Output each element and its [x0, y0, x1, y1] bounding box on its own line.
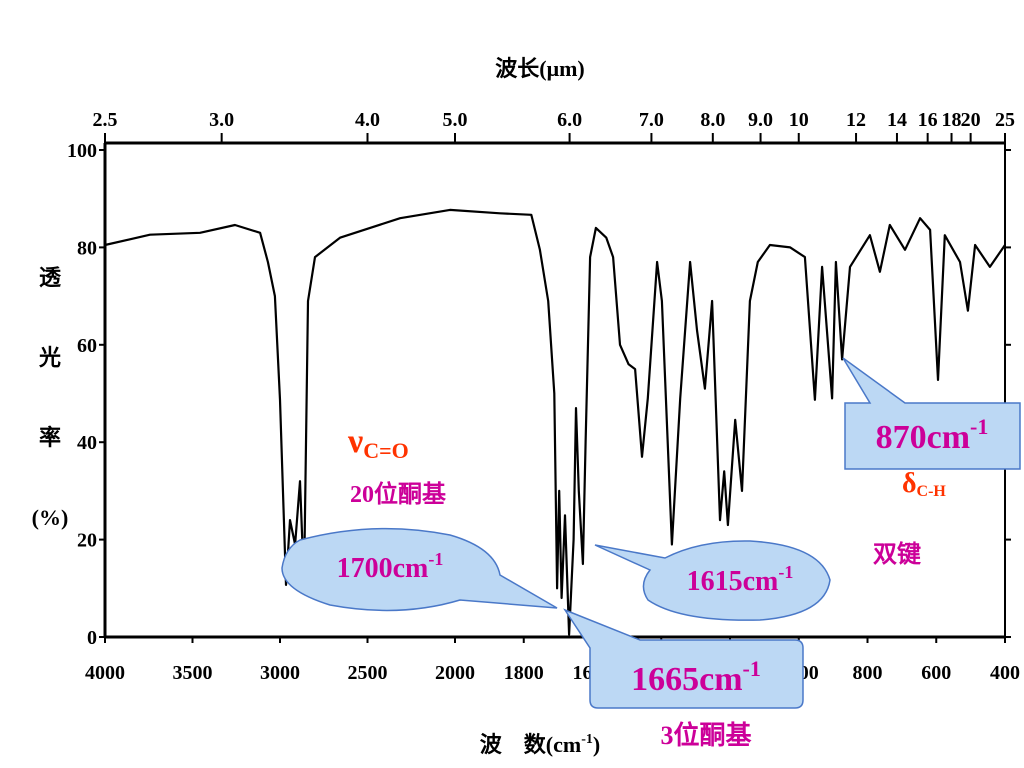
y-axis-label: 透 [39, 265, 62, 290]
top-tick-label: 2.5 [93, 109, 118, 131]
top-tick-label: 3.0 [209, 109, 234, 131]
y-tick-label: 60 [77, 335, 97, 357]
x-tick-label: 800 [853, 662, 883, 684]
spectrum-line [104, 208, 1006, 636]
top-tick-label: 18 [942, 109, 962, 131]
y-tick-label: 80 [77, 237, 97, 259]
nu-label: νC=O [347, 423, 409, 463]
x-tick-label: 3000 [260, 662, 300, 684]
top-tick-label: 10 [789, 109, 809, 131]
y-axis-label: (%) [32, 505, 69, 530]
annotation: 1700cm-1 [337, 549, 444, 584]
annotation: 3位酮基 [660, 720, 752, 750]
y-tick-label: 40 [77, 432, 97, 454]
top-tick-label: 14 [887, 109, 907, 131]
x-tick-label: 3500 [173, 662, 213, 684]
top-tick-label: 4.0 [355, 109, 380, 131]
top-tick-label: 7.0 [639, 109, 664, 131]
y-tick-label: 20 [77, 530, 97, 552]
callout [281, 527, 558, 612]
callout [563, 608, 804, 709]
top-tick-label: 9.0 [748, 109, 773, 131]
x-tick-label: 1800 [504, 662, 544, 684]
x-tick-label: 4000 [85, 662, 125, 684]
top-tick-label: 20 [961, 109, 981, 131]
annotation: 1665cm-1 [631, 656, 761, 698]
x-tick-label: 600 [921, 662, 951, 684]
top-tick-label: 12 [846, 109, 866, 131]
top-tick-label: 25 [995, 109, 1015, 131]
delta-label: δC-H [902, 468, 946, 500]
callout [594, 540, 831, 621]
top-tick-label: 6.0 [557, 109, 582, 131]
x-tick-label: 400 [990, 662, 1020, 684]
annotations: νC=O 20位酮基 1700cm-1 1615cm-1 1665cm-1 87… [281, 357, 1021, 750]
top-tick-label: 8.0 [700, 109, 725, 131]
x-tick-label: 2500 [348, 662, 388, 684]
y-tick-label: 0 [87, 627, 97, 649]
x-axis-label: 波 数(cm-1) [480, 732, 600, 757]
annotation: 双键 [873, 540, 921, 568]
annotation: 1615cm-1 [687, 562, 794, 597]
callout [842, 357, 1021, 470]
top-axis-label: 波长(μm) [495, 56, 584, 81]
top-tick-label: 16 [918, 109, 938, 131]
y-axis-label: 光 [38, 345, 61, 370]
top-tick-label: 5.0 [443, 109, 468, 131]
y-tick-label: 100 [67, 140, 97, 162]
y-axis-label: 率 [39, 425, 61, 450]
annotation: 20位酮基 [350, 480, 447, 508]
annotation: 870cm-1 [876, 414, 989, 456]
x-tick-label: 2000 [435, 662, 475, 684]
